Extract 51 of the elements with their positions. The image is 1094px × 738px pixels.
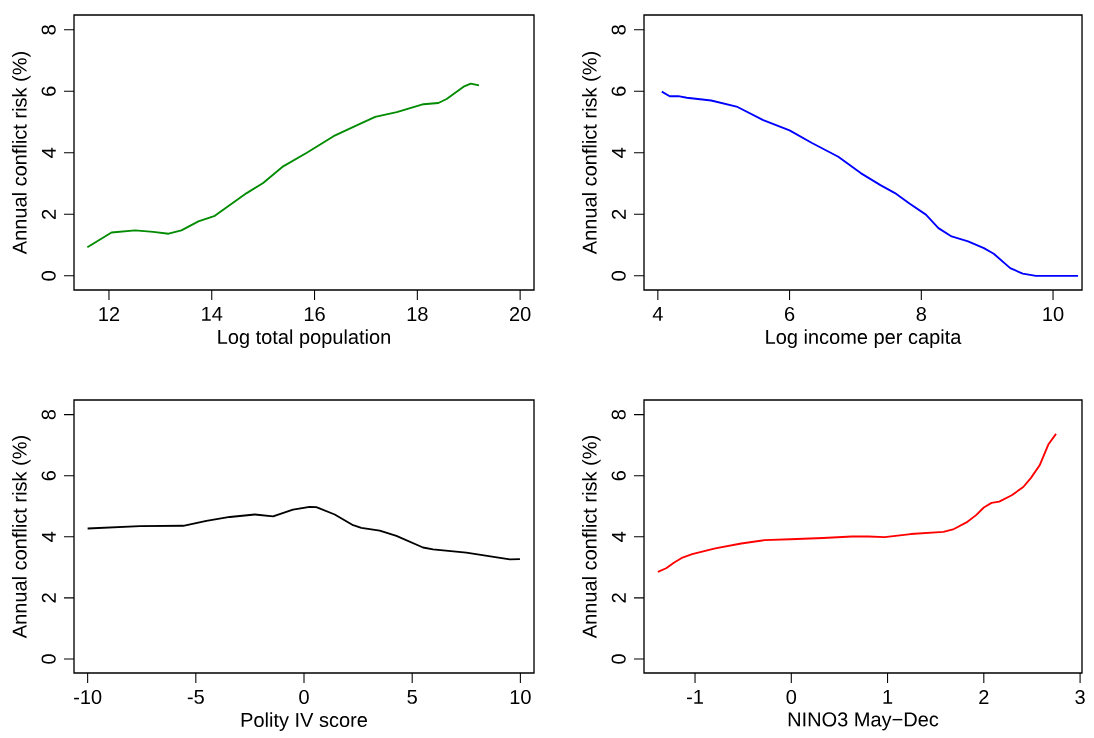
y-tick-label: 6 (611, 471, 626, 481)
line-series (660, 90, 1079, 277)
x-axis-title: NINO3 May−Dec (788, 712, 939, 731)
y-tick-label: 4 (41, 531, 56, 543)
y-tick-label: 8 (41, 410, 56, 420)
y-tick-label: 6 (41, 471, 56, 481)
x-tick-label: 18 (407, 307, 428, 322)
y-tick-label: 2 (41, 593, 56, 603)
y-tick-label: 0 (611, 271, 626, 281)
x-tick-label: 2 (979, 690, 989, 705)
y-tick-label: 6 (611, 86, 626, 96)
y-axis-title: Annual conflict risk (%) (12, 436, 31, 639)
y-tick-label: 4 (41, 147, 56, 159)
line-series (86, 506, 521, 561)
x-tick-label: 6 (785, 307, 795, 322)
y-tick-label: 8 (41, 25, 56, 35)
x-tick-label: 0 (786, 690, 797, 705)
x-tick-label: 5 (407, 690, 417, 705)
x-tick-label: -1 (687, 690, 703, 704)
x-tick-label: 3 (1075, 690, 1085, 705)
x-axis-title: Polity IV score (241, 712, 367, 732)
x-tick-label: 16 (304, 307, 325, 322)
y-axis-title: Annual conflict risk (%) (12, 52, 31, 255)
x-tick-label: 8 (916, 307, 926, 322)
x-tick-label: -5 (187, 690, 204, 705)
y-axis-title: Annual conflict risk (%) (582, 52, 601, 255)
x-tick-label: 14 (202, 307, 223, 321)
y-tick-label: 4 (611, 531, 626, 543)
x-axis-title: Log total population (218, 329, 390, 349)
y-tick-label: 0 (41, 654, 56, 664)
y-tick-label: 2 (611, 209, 626, 220)
x-tick-label: -10 (74, 690, 102, 705)
y-tick-label: 0 (41, 271, 56, 281)
x-tick-label: 4 (652, 307, 663, 321)
line-series (656, 433, 1057, 574)
x-tick-label: 20 (510, 307, 531, 322)
x-tick-label: 10 (510, 690, 531, 705)
y-tick-label: 4 (611, 147, 626, 159)
x-axis-title: Log income per capita (766, 329, 962, 349)
y-tick-label: 0 (611, 654, 626, 664)
y-tick-label: 8 (611, 410, 626, 420)
x-tick-label: 1 (883, 690, 893, 704)
y-tick-label: 2 (41, 209, 56, 220)
y-tick-label: 8 (611, 25, 626, 35)
y-axis-title: Annual conflict risk (%) (582, 436, 601, 639)
y-tick-label: 2 (611, 593, 626, 603)
x-tick-label: 0 (299, 690, 309, 705)
y-tick-label: 6 (41, 86, 56, 96)
x-tick-label: 10 (1043, 307, 1064, 322)
x-tick-label: 12 (99, 307, 120, 322)
line-series (86, 82, 480, 249)
